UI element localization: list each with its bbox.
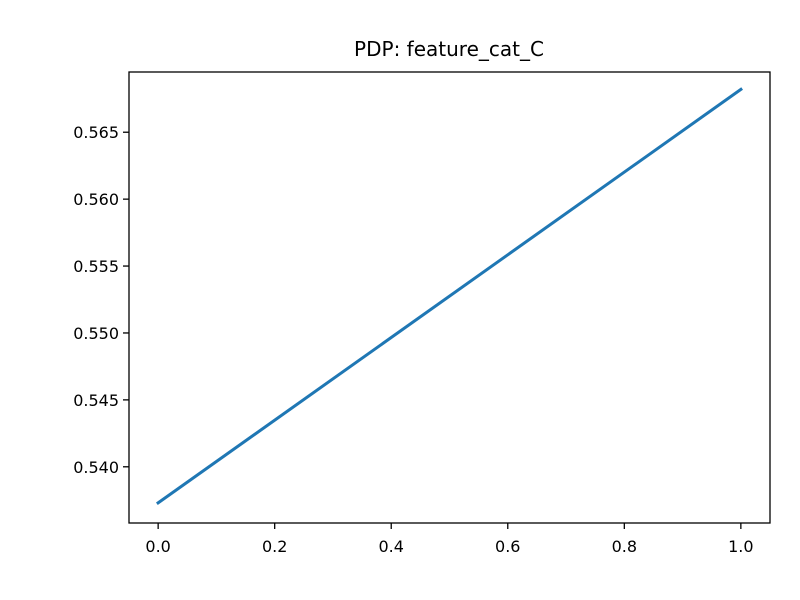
x-tick-label: 1.0 (728, 537, 753, 556)
y-tick-label: 0.545 (73, 391, 119, 410)
x-tick-label: 0.4 (379, 537, 404, 556)
y-tick-label: 0.555 (73, 257, 119, 276)
x-tick-label: 0.8 (612, 537, 637, 556)
y-tick-label: 0.540 (73, 458, 119, 477)
x-tick-label: 0.0 (145, 537, 170, 556)
x-axis: 0.0 0.2 0.4 0.6 0.8 1.0 (145, 523, 754, 556)
plot-series (156, 87, 743, 505)
y-tick-label: 0.550 (73, 324, 119, 343)
x-tick-label: 0.2 (262, 537, 287, 556)
plot-area-frame (128, 71, 771, 524)
chart-title: PDP: feature_cat_C (354, 37, 544, 61)
y-tick-label: 0.565 (73, 123, 119, 142)
x-tick-label: 0.6 (495, 537, 520, 556)
series-line (156, 87, 743, 505)
y-tick-label: 0.560 (73, 190, 119, 209)
y-axis: 0.540 0.545 0.550 0.555 0.560 0.565 (73, 123, 129, 477)
